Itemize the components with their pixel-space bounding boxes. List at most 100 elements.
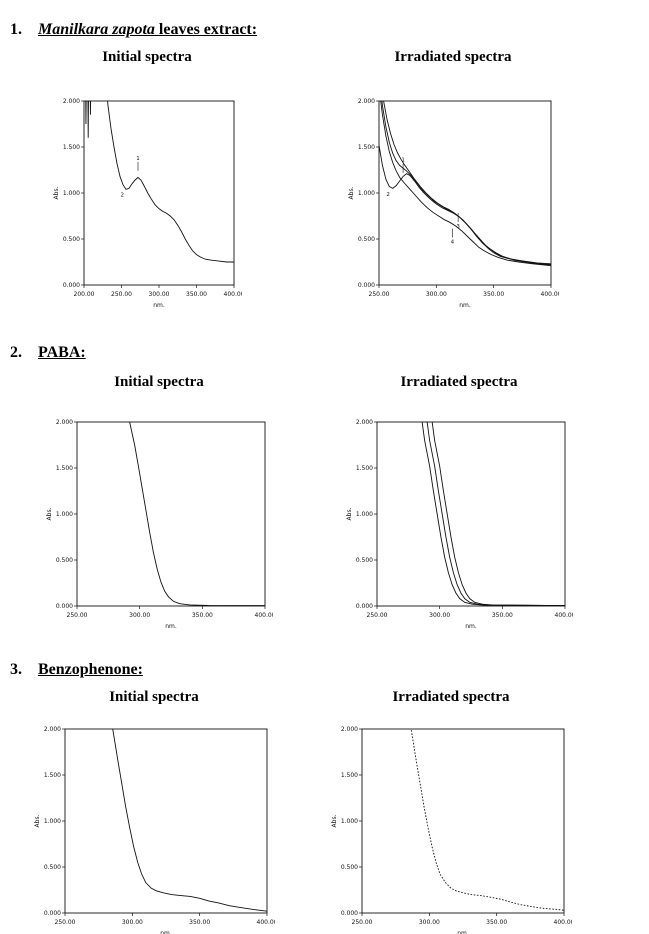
svg-text:Abs.: Abs. [346, 507, 353, 520]
svg-text:1.500: 1.500 [56, 465, 73, 472]
svg-text:350.00: 350.00 [192, 612, 213, 619]
section-heading-text: Benzophenone: [38, 661, 143, 678]
svg-text:2.000: 2.000 [44, 726, 61, 733]
svg-text:350.00: 350.00 [486, 919, 507, 926]
chart-canvas: 2.000 1.500 1.000 0.500 0.000 250.00 300.00 350… [348, 98, 560, 309]
svg-text:2.000: 2.000 [358, 98, 375, 105]
svg-text:0.500: 0.500 [358, 236, 375, 243]
svg-text:1.000: 1.000 [358, 190, 375, 197]
section-benzophenone: 3. Benzophenone: Initial spectra Irradiat… [0, 660, 649, 934]
svg-text:2.000: 2.000 [341, 726, 358, 733]
chart-benzophenone-initial: 2.000 1.500 1.000 0.500 0.000 250.00 300.00 350… [33, 721, 275, 934]
svg-text:0.500: 0.500 [63, 236, 80, 243]
svg-text:200.00: 200.00 [74, 291, 95, 298]
svg-text:400.00: 400.00 [541, 291, 560, 298]
svg-text:nm.: nm. [160, 930, 172, 934]
section-heading-text: Manilkara zapota leaves extract: [38, 21, 257, 38]
chart-benzophenone-irradiated: 2.000 1.500 1.000 0.500 0.000 250.00 300.00 350… [330, 721, 572, 934]
charts-row: 2.000 1.500 1.000 0.500 0.000 250.00 300.00 350… [33, 721, 649, 934]
svg-text:1: 1 [136, 156, 140, 162]
svg-text:2.000: 2.000 [356, 419, 373, 426]
svg-text:1.500: 1.500 [341, 772, 358, 779]
svg-text:Abs.: Abs. [348, 186, 355, 199]
section-number: 2. [10, 344, 22, 361]
svg-text:Abs.: Abs. [46, 507, 53, 520]
chart-canvas: 2.000 1.500 1.000 0.500 0.000 250.00 300.00 350… [346, 419, 574, 630]
svg-text:1.000: 1.000 [356, 511, 373, 518]
charts-row: 2.000 1.500 1.000 0.500 0.000 250.00 300.00 350… [45, 414, 649, 632]
svg-text:0.500: 0.500 [44, 864, 61, 871]
column-headings: Initial spectra Irradiated spectra [45, 373, 649, 392]
svg-text:1.000: 1.000 [56, 511, 73, 518]
svg-text:300.00: 300.00 [149, 291, 170, 298]
svg-text:1.500: 1.500 [44, 772, 61, 779]
section-paba: 2. PABA: Initial spectra Irradiated spect… [0, 343, 649, 632]
chart-canvas: 2.000 1.500 1.000 0.500 0.000 250.00 300.00 350… [46, 419, 274, 630]
svg-text:300.00: 300.00 [426, 291, 447, 298]
section-heading-text: PABA: [38, 344, 86, 361]
svg-text:1.500: 1.500 [63, 144, 80, 151]
svg-text:250.00: 250.00 [369, 291, 390, 298]
section-manilkara: 1. Manilkara zapota leaves extract: Initi… [0, 20, 649, 311]
svg-text:300.00: 300.00 [429, 612, 450, 619]
svg-text:350.00: 350.00 [483, 291, 504, 298]
svg-text:nm.: nm. [465, 623, 477, 630]
column-heading-irradiated: Irradiated spectra [392, 689, 510, 705]
svg-text:1.500: 1.500 [358, 144, 375, 151]
svg-text:300.00: 300.00 [122, 919, 143, 926]
svg-text:1.000: 1.000 [44, 818, 61, 825]
svg-text:250.00: 250.00 [111, 291, 132, 298]
section-title: 2. PABA: [10, 343, 649, 363]
chart-canvas: 2.000 1.500 1.000 0.500 0.000 200.00 250.00 300… [53, 98, 243, 309]
svg-text:1.000: 1.000 [341, 818, 358, 825]
chart-manilkara-initial: 2.000 1.500 1.000 0.500 0.000 200.00 250.00 300… [52, 93, 242, 311]
column-heading-irradiated: Irradiated spectra [400, 374, 518, 390]
svg-text:250.00: 250.00 [67, 612, 88, 619]
chart-paba-initial: 2.000 1.500 1.000 0.500 0.000 250.00 300.00 350… [45, 414, 273, 632]
svg-text:4: 4 [451, 240, 455, 246]
svg-text:nm.: nm. [153, 302, 165, 309]
svg-text:nm.: nm. [459, 302, 471, 309]
chart-canvas: 2.000 1.500 1.000 0.500 0.000 250.00 300.00 350… [34, 726, 276, 934]
section-heading-rest: PABA: [38, 344, 86, 361]
svg-text:300.00: 300.00 [129, 612, 150, 619]
svg-text:1: 1 [401, 158, 405, 164]
column-heading-initial: Initial spectra [109, 689, 199, 705]
section-heading-italic: Manilkara zapota [38, 21, 155, 38]
svg-text:0.000: 0.000 [358, 282, 375, 289]
svg-text:400.00: 400.00 [224, 291, 243, 298]
svg-text:0.500: 0.500 [341, 864, 358, 871]
section-heading-rest: leaves extract: [154, 21, 258, 38]
section-number: 1. [10, 21, 22, 38]
svg-text:1.000: 1.000 [63, 190, 80, 197]
section-title: 3. Benzophenone: [10, 660, 649, 680]
svg-text:0.000: 0.000 [44, 910, 61, 917]
svg-text:0.000: 0.000 [63, 282, 80, 289]
svg-text:0.500: 0.500 [356, 557, 373, 564]
svg-text:400.00: 400.00 [554, 919, 573, 926]
section-heading-rest: Benzophenone: [38, 661, 143, 678]
svg-text:400.00: 400.00 [257, 919, 276, 926]
chart-canvas: 2.000 1.500 1.000 0.500 0.000 250.00 300.00 350… [331, 726, 573, 934]
svg-text:Abs.: Abs. [331, 814, 338, 827]
svg-text:2.000: 2.000 [56, 419, 73, 426]
section-title: 1. Manilkara zapota leaves extract: [10, 20, 649, 40]
chart-manilkara-irradiated: 2.000 1.500 1.000 0.500 0.000 250.00 300.00 350… [347, 93, 559, 311]
chart-paba-irradiated: 2.000 1.500 1.000 0.500 0.000 250.00 300.00 350… [345, 414, 573, 632]
charts-row: 2.000 1.500 1.000 0.500 0.000 200.00 250.00 300… [52, 93, 649, 311]
section-number: 3. [10, 661, 22, 678]
column-headings: Initial spectra Irradiated spectra [33, 688, 649, 707]
svg-text:350.00: 350.00 [492, 612, 513, 619]
svg-text:3: 3 [456, 224, 460, 230]
svg-text:350.00: 350.00 [189, 919, 210, 926]
svg-text:0.000: 0.000 [356, 603, 373, 610]
svg-text:2: 2 [121, 193, 125, 199]
svg-text:350.00: 350.00 [186, 291, 207, 298]
svg-text:2: 2 [386, 192, 390, 198]
svg-text:0.500: 0.500 [56, 557, 73, 564]
svg-text:400.00: 400.00 [255, 612, 274, 619]
column-heading-initial: Initial spectra [102, 49, 192, 65]
svg-text:400.00: 400.00 [555, 612, 574, 619]
svg-text:1.500: 1.500 [356, 465, 373, 472]
